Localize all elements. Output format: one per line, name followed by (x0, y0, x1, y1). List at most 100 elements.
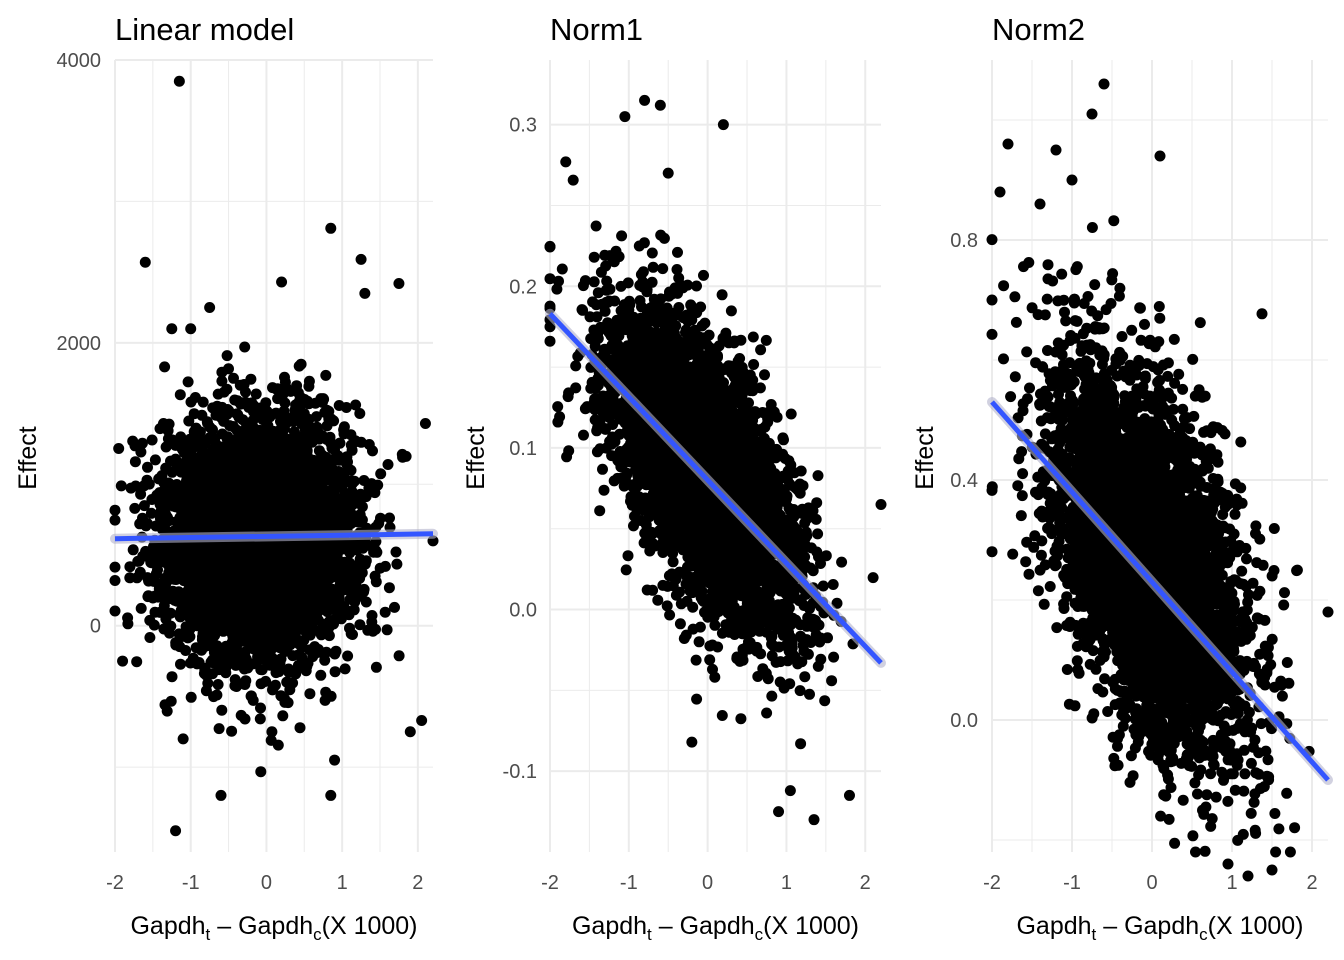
data-point (221, 408, 233, 420)
data-point (294, 722, 306, 734)
data-point (177, 444, 189, 456)
data-point (303, 421, 315, 433)
data-point (175, 658, 186, 670)
data-point (246, 397, 258, 409)
data-point (283, 663, 295, 675)
data-point (242, 486, 253, 498)
data-point (320, 686, 332, 698)
data-point (370, 576, 382, 588)
data-point (343, 463, 355, 475)
data-point (288, 469, 300, 481)
data-point (220, 640, 232, 652)
data-point (319, 513, 331, 525)
data-point (190, 542, 202, 554)
data-point (287, 650, 299, 662)
data-point (163, 515, 175, 527)
data-point (212, 567, 224, 579)
data-point (360, 596, 372, 608)
data-point (117, 655, 129, 667)
data-point (393, 650, 405, 662)
data-point (226, 725, 238, 737)
data-point (129, 502, 141, 514)
data-point (213, 542, 225, 553)
data-point (390, 546, 402, 558)
x-tick-label: 0 (261, 872, 272, 894)
data-point (379, 606, 391, 618)
data-point (301, 661, 313, 672)
data-point (124, 572, 136, 584)
data-point (218, 650, 230, 661)
data-point (304, 584, 316, 596)
data-point (698, 269, 709, 281)
data-point (329, 754, 341, 766)
data-point (109, 561, 121, 573)
data-point (133, 555, 145, 567)
data-point (246, 422, 258, 434)
data-point (274, 411, 286, 423)
y-tick-label: 4000 (57, 50, 102, 72)
data-point (231, 591, 242, 602)
data-point (318, 393, 330, 405)
y-tick-label: 2000 (57, 333, 102, 355)
data-point (184, 657, 196, 669)
data-point (209, 432, 221, 444)
data-point (276, 503, 288, 515)
data-point (239, 341, 251, 353)
data-point (265, 596, 277, 608)
data-point (319, 654, 331, 666)
data-point (343, 609, 355, 621)
data-point (296, 575, 308, 587)
data-point (293, 360, 305, 372)
data-point (228, 450, 240, 462)
data-point (265, 497, 277, 509)
data-point (166, 466, 178, 478)
data-point (344, 622, 355, 634)
data-point (304, 688, 316, 700)
data-point (279, 449, 291, 461)
data-point (302, 557, 314, 568)
data-point (217, 448, 228, 460)
data-point (277, 582, 288, 594)
data-point (152, 591, 164, 603)
data-point (149, 454, 161, 466)
data-point (221, 383, 233, 395)
data-point (209, 490, 221, 502)
data-point (245, 448, 257, 460)
data-point (235, 709, 247, 721)
data-point (194, 606, 206, 618)
data-point (265, 437, 277, 449)
x-axis-label-part: Gapdh (130, 912, 205, 940)
data-point (279, 371, 290, 383)
x-axis-label-part: (X 1000) (322, 912, 418, 940)
data-point (199, 510, 211, 522)
data-point (209, 557, 220, 568)
data-point (213, 664, 225, 676)
data-point (266, 726, 278, 738)
data-point (210, 409, 222, 421)
data-point (156, 494, 168, 506)
data-point (242, 591, 254, 603)
data-point (199, 664, 211, 676)
data-point (232, 627, 244, 639)
data-point (196, 563, 208, 575)
data-point (371, 546, 383, 558)
data-point (227, 421, 239, 433)
data-point (272, 739, 284, 751)
y-tick-label: 0 (90, 616, 101, 638)
data-point (309, 641, 321, 653)
data-point (160, 613, 172, 625)
data-point (215, 789, 227, 801)
data-point (129, 456, 141, 468)
data-point (144, 632, 156, 643)
data-point (367, 445, 378, 457)
data-point (161, 705, 173, 717)
data-point (179, 559, 191, 571)
data-point (393, 277, 405, 289)
data-point (198, 455, 210, 467)
data-point (204, 617, 216, 629)
data-point (182, 632, 194, 644)
data-point (193, 617, 205, 629)
data-point (254, 713, 266, 725)
